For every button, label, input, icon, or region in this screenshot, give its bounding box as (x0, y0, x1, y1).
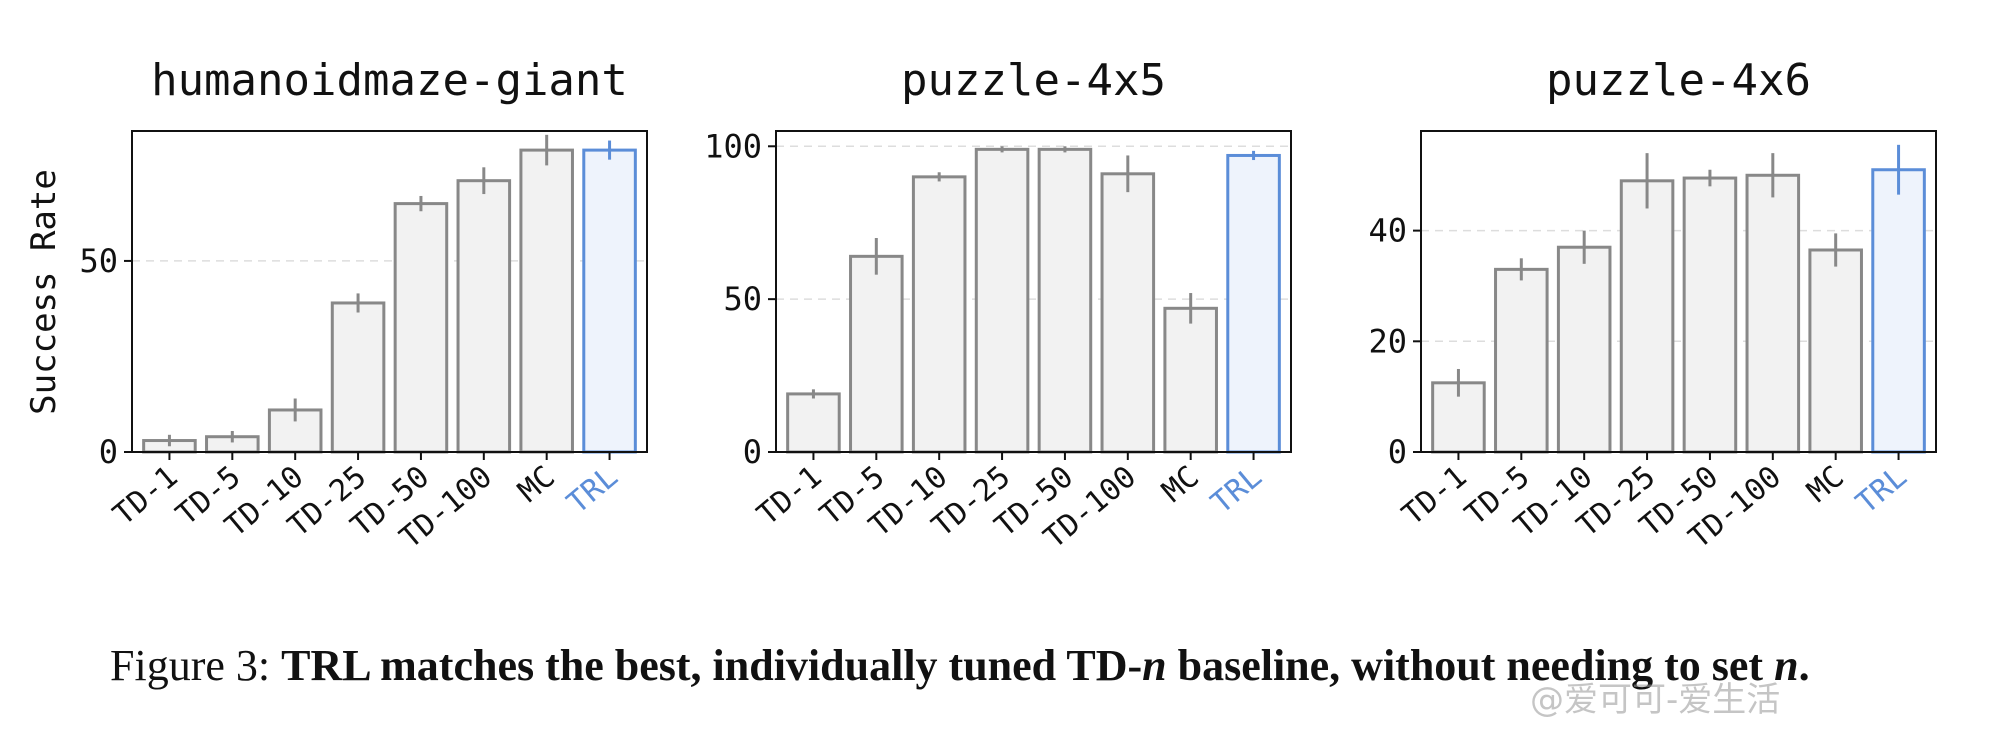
caption-n-end: n (1774, 641, 1799, 690)
y-tick-label: 40 (1368, 212, 1407, 250)
bar-td-50 (393, 202, 449, 454)
bar-td-25 (330, 301, 386, 454)
bar-trl (1871, 168, 1926, 454)
x-tick-label-mc: MC (1156, 459, 1206, 509)
x-tick-label-td-1: TD-1 (1396, 459, 1474, 532)
x-tick-label-trl: TRL (1850, 459, 1914, 521)
chart-puzzle-4x5: puzzle-4x5050100TD-1TD-5TD-10TD-25TD-50T… (704, 55, 1292, 556)
chart-puzzle-4x6: puzzle-4x602040TD-1TD-5TD-10TD-25TD-50TD… (1368, 55, 1937, 556)
plot-frame (131, 130, 648, 453)
caption-prefix: Figure 3: (110, 641, 271, 690)
bar-td-5 (1494, 267, 1549, 454)
x-tick-label-mc: MC (512, 459, 562, 509)
caption-period: . (1798, 641, 1810, 690)
caption-n: n (1142, 641, 1167, 690)
x-tick-label-td-1: TD-1 (107, 459, 185, 532)
bar-td-25 (1619, 179, 1675, 454)
y-tick-label: 0 (743, 433, 762, 471)
chart-title: humanoidmaze-giant (151, 55, 628, 106)
chart-title: puzzle-4x6 (1546, 55, 1811, 106)
y-tick-label: 20 (1368, 322, 1407, 360)
bar-trl (582, 148, 637, 454)
caption-text-a: TRL matches the best, individually tuned… (281, 641, 1143, 690)
bar-td-25 (974, 147, 1030, 454)
y-tick-label: 0 (1388, 433, 1407, 471)
bar-td-1 (786, 392, 841, 454)
plot-frame (1420, 130, 1937, 453)
bar-td-50 (1682, 176, 1738, 454)
x-tick-label-trl: TRL (1205, 459, 1269, 521)
bar-td-100 (1100, 172, 1156, 454)
y-tick-label: 0 (99, 433, 118, 471)
bar-td-10 (911, 175, 967, 454)
y-tick-label: 100 (704, 127, 762, 165)
bar-mc (1163, 306, 1218, 454)
bar-td-50 (1037, 147, 1093, 454)
x-tick-label-td-1: TD-1 (751, 459, 829, 532)
chart-title: puzzle-4x5 (901, 55, 1166, 106)
bar-td-100 (1745, 173, 1801, 454)
bar-td-5 (849, 254, 904, 454)
y-tick-label: 50 (79, 242, 118, 280)
figure-caption: Figure 3: TRL matches the best, individu… (110, 640, 1910, 691)
bar-td-10 (1556, 245, 1612, 454)
watermark: @爱可可-爱生活 (1530, 680, 1781, 720)
x-tick-label-mc: MC (1801, 459, 1851, 509)
y-axis-label: Success Rate (24, 169, 64, 415)
caption-text-b: baseline, without needing to set (1166, 641, 1775, 690)
bar-mc (519, 148, 574, 454)
x-tick-label-trl: TRL (561, 459, 625, 521)
chart-humanoidmaze-giant: humanoidmaze-giant050TD-1TD-5TD-10TD-25T… (79, 55, 648, 556)
plot-frame (775, 130, 1292, 453)
bar-td-100 (456, 179, 512, 454)
bar-trl (1226, 153, 1281, 454)
bar-mc (1808, 248, 1863, 454)
y-tick-label: 50 (723, 280, 762, 318)
